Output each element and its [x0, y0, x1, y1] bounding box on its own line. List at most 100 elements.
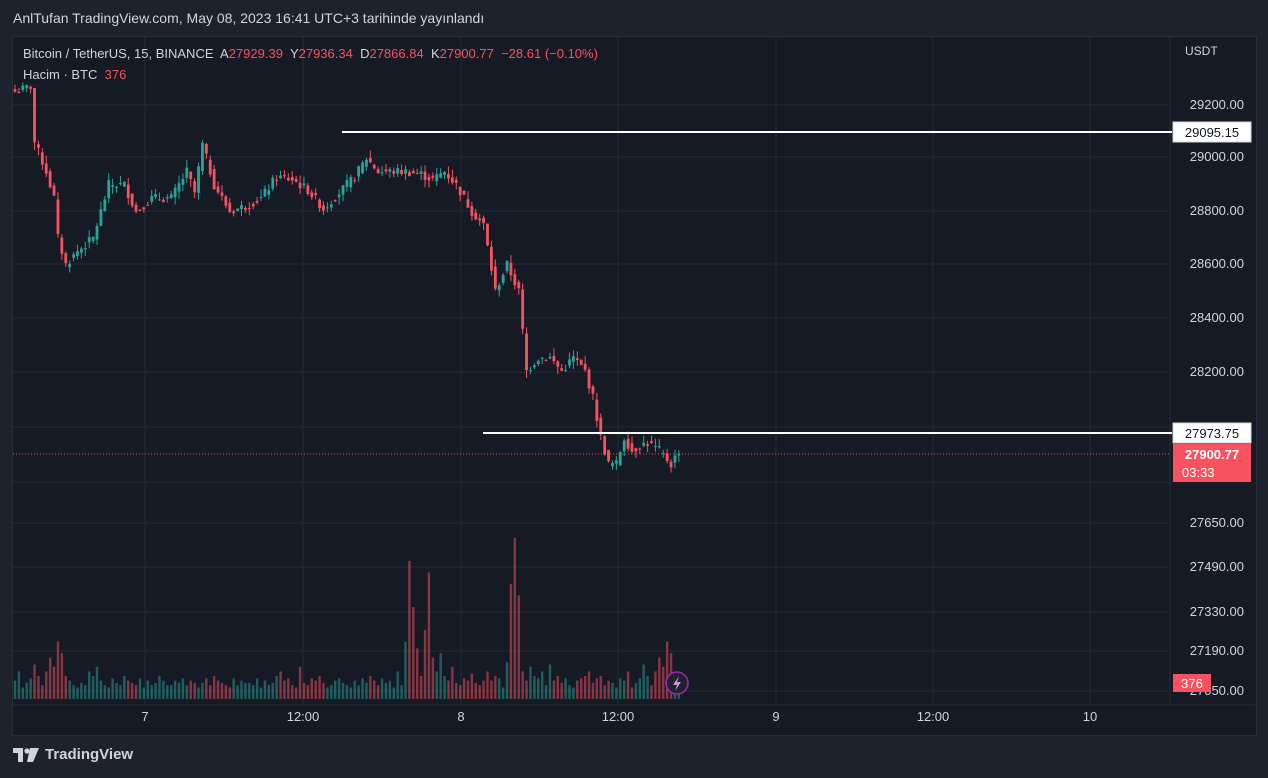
- candle-body: [154, 194, 157, 197]
- volume-bar: [646, 676, 649, 699]
- volume-bar: [665, 641, 669, 699]
- footer-brand[interactable]: TradingView: [13, 746, 133, 763]
- candle-body: [33, 88, 36, 143]
- volume-bar: [17, 671, 21, 699]
- volume-bar: [115, 682, 118, 699]
- candle-body: [283, 175, 286, 177]
- volume-bar: [400, 685, 403, 699]
- volume-bar: [357, 685, 360, 699]
- volume-bar: [564, 678, 567, 699]
- candle-body: [161, 199, 165, 203]
- volume-bar: [447, 680, 450, 699]
- candle-body: [497, 285, 501, 291]
- candle-body: [189, 171, 193, 180]
- candle-body: [521, 289, 525, 329]
- candle-body: [220, 192, 224, 196]
- volume-bar: [45, 671, 48, 699]
- open-value: 27929.39: [228, 46, 283, 61]
- candle-body: [595, 399, 599, 421]
- candle-body: [579, 359, 583, 365]
- candle-body: [622, 440, 626, 452]
- candle-body: [310, 192, 314, 198]
- volume-bar: [68, 680, 71, 699]
- volume-bar: [638, 678, 641, 699]
- volume-bar: [611, 682, 614, 699]
- volume-bar: [173, 680, 177, 699]
- volume-bar: [419, 676, 423, 699]
- volume-bar: [537, 678, 540, 699]
- volume-bar: [334, 680, 337, 699]
- open-label: A: [220, 46, 229, 61]
- candle-body: [536, 360, 540, 365]
- symbol-label[interactable]: Bitcoin / TetherUS, 15, BINANCE: [23, 46, 214, 61]
- volume-bar: [412, 607, 415, 699]
- candle-body: [201, 142, 204, 172]
- candle-body: [79, 248, 83, 253]
- candle-body: [13, 89, 17, 92]
- candle-body: [509, 262, 513, 276]
- volume-bar: [209, 685, 212, 699]
- volume-bar: [322, 682, 325, 699]
- candle-body: [642, 442, 646, 446]
- candle-body: [95, 226, 99, 240]
- price-tick-label: 27330.00: [1190, 604, 1244, 619]
- volume-bar: [630, 687, 634, 699]
- volume-bar: [326, 687, 329, 699]
- volume-bar: [478, 685, 481, 699]
- volume-bar: [267, 685, 271, 699]
- close-label: K: [430, 46, 440, 61]
- candle-body: [91, 236, 95, 242]
- candle-body: [466, 199, 470, 208]
- volume-bar: [435, 671, 438, 699]
- volume-label[interactable]: Hacim · BTC: [23, 67, 98, 82]
- volume-bar: [599, 676, 602, 699]
- volume-bar: [224, 685, 228, 699]
- candle-body: [587, 369, 591, 389]
- volume-bar: [345, 685, 349, 699]
- candle-body: [185, 167, 189, 178]
- volume-bar: [498, 678, 501, 699]
- volume-bar: [408, 561, 411, 699]
- candle-body: [657, 446, 661, 448]
- volume-bar: [650, 685, 653, 699]
- candle-body: [322, 205, 325, 211]
- volume-bar: [185, 685, 189, 699]
- candle-body: [646, 444, 650, 446]
- candle-body: [341, 185, 345, 195]
- candle-body: [275, 179, 279, 181]
- chart-frame[interactable]: [12, 36, 1257, 736]
- candle-body: [204, 144, 208, 154]
- candle-body: [48, 171, 52, 188]
- volume-bar: [416, 648, 419, 699]
- candle-body: [396, 168, 400, 174]
- candle-body: [583, 364, 587, 370]
- volume-bar: [540, 671, 544, 699]
- volume-bar: [509, 584, 513, 699]
- candle-body: [76, 251, 79, 257]
- volume-bar: [634, 682, 638, 699]
- volume-bar: [142, 687, 146, 699]
- volume-bar: [622, 680, 626, 699]
- volume-bar: [560, 682, 563, 699]
- volume-bar: [310, 678, 313, 699]
- volume-bar: [291, 685, 294, 699]
- candle-body: [103, 199, 107, 211]
- candle-body: [87, 236, 91, 243]
- current-price-tag: [1173, 444, 1251, 482]
- candle-body: [286, 177, 290, 181]
- volume-bar: [170, 685, 173, 699]
- candle-body: [517, 282, 521, 289]
- volume-bar: [337, 678, 341, 699]
- candle-body: [314, 193, 318, 195]
- candle-body: [482, 217, 485, 223]
- volume-bar: [259, 687, 263, 699]
- level-price-tag: [1172, 422, 1252, 444]
- candle-body: [411, 170, 415, 174]
- candle-body: [540, 357, 544, 359]
- candle-body: [337, 194, 341, 198]
- time-tick-label: 9: [772, 709, 779, 724]
- volume-bar: [127, 680, 130, 699]
- volume-bar: [236, 685, 239, 699]
- candle-body: [591, 386, 595, 394]
